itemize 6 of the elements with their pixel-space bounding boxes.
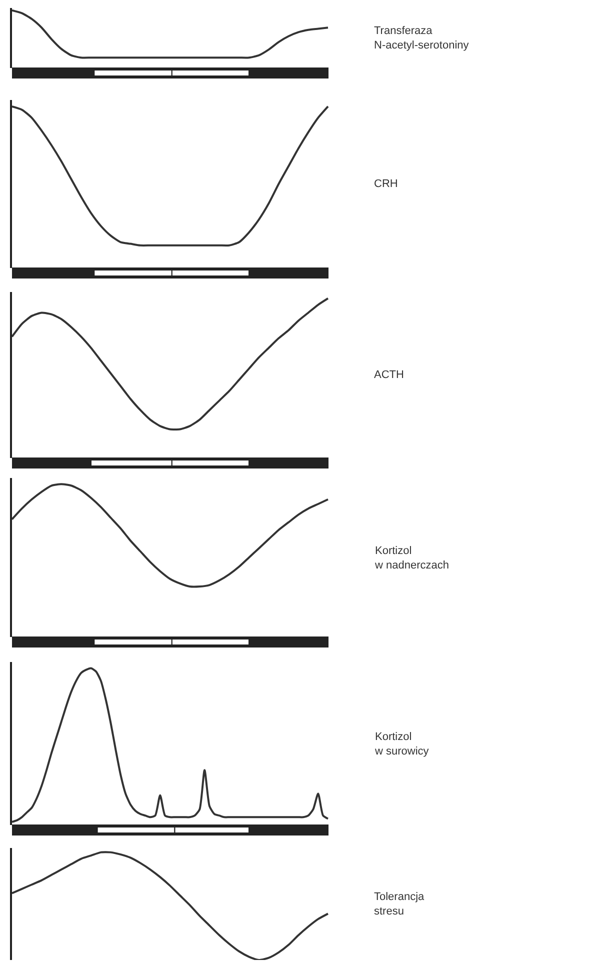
text: Kortizol w surowicy (374, 731, 430, 758)
text: CRH (374, 178, 398, 190)
text: Tolerancja stresu (374, 891, 426, 918)
text: ACTH (374, 369, 404, 381)
text: Transferaza N-acetyl-serotoniny (374, 25, 470, 52)
text: Kortizol w nadnerczach (374, 545, 449, 572)
